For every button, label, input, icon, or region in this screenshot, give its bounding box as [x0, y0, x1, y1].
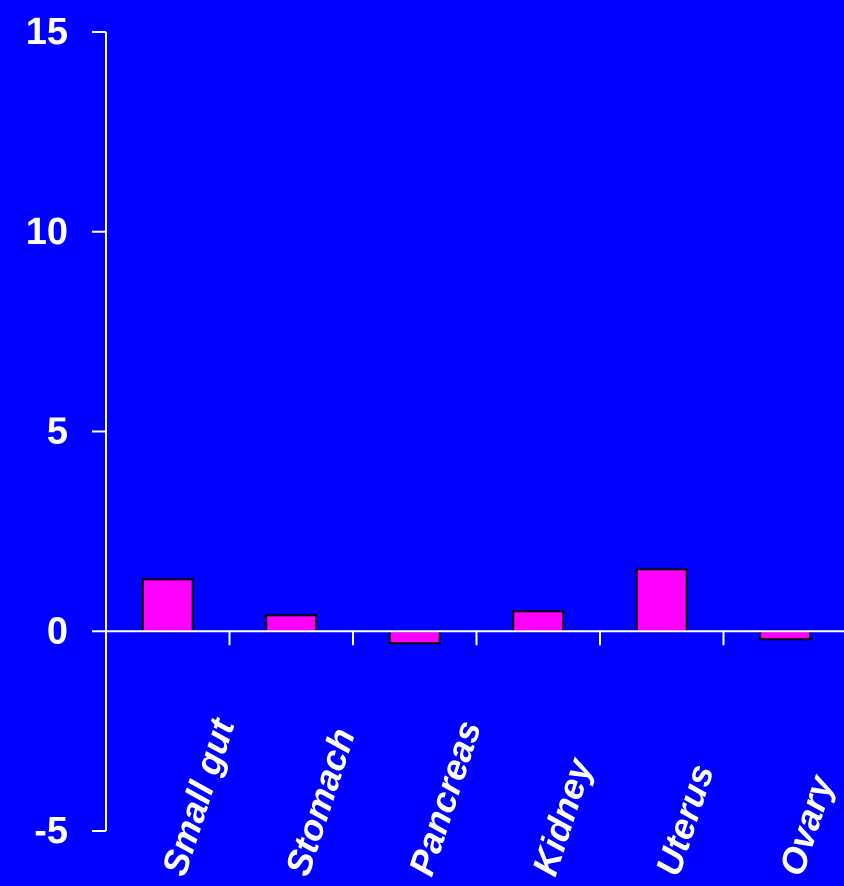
y-tick-label: 15: [26, 11, 68, 53]
bar-uterus: [635, 568, 688, 633]
x-tick-label: Pancreas: [400, 715, 488, 880]
y-tick-label: 5: [47, 411, 68, 453]
bar-stomach: [265, 614, 318, 633]
x-tick-label: Kidney: [524, 752, 601, 881]
bars: [141, 568, 812, 645]
x-axis: Small gut Stomach Pancreas Kidney Uterus Ovar…: [106, 630, 844, 881]
y-tick-label: 0: [47, 610, 68, 652]
bar-small-gut: [141, 578, 194, 633]
x-tick-label: Stomach: [277, 723, 363, 880]
x-tick-label: Ovary: [771, 769, 842, 881]
y-tick-label: 10: [26, 211, 68, 253]
bar-pancreas: [388, 630, 441, 645]
bar-kidney: [512, 610, 565, 633]
y-axis: -5 0 5 10 15: [26, 11, 107, 852]
x-tick-label: Small gut: [153, 712, 243, 881]
x-tick-label: Uterus: [647, 759, 721, 880]
bar-ovary: [759, 630, 812, 641]
y-tick-label: -5: [34, 810, 68, 852]
